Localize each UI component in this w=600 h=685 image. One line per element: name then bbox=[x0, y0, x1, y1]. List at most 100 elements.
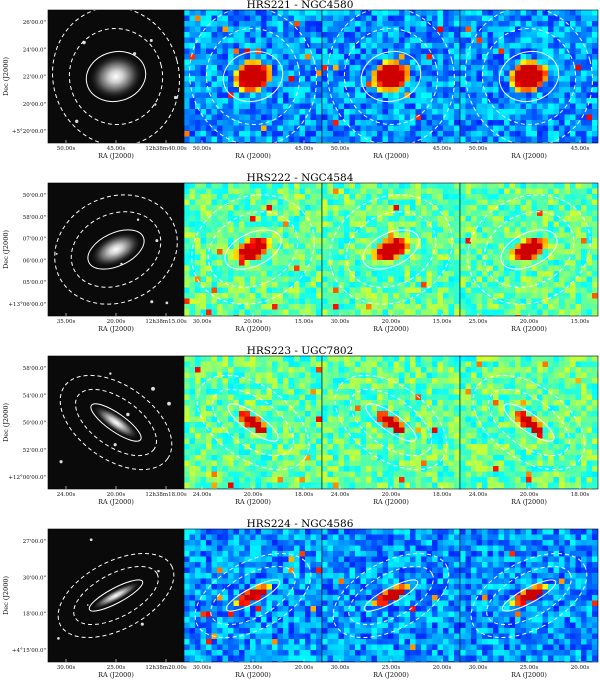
x-tick-label: 20.00s bbox=[571, 665, 590, 671]
outer-background-annulus bbox=[334, 374, 448, 471]
star bbox=[157, 569, 160, 573]
aperture-ellipse bbox=[362, 229, 420, 270]
star bbox=[113, 443, 117, 447]
star bbox=[140, 622, 144, 626]
x-tick-label: 24.00s bbox=[57, 492, 76, 498]
optical-image-panel: 30.00s 25.00s 12h38m20.00s RA (J2000) bbox=[47, 528, 187, 679]
inner-background-annulus bbox=[343, 27, 439, 126]
x-axis-label: RA (J2000) bbox=[373, 671, 409, 679]
inner-background-annulus bbox=[207, 211, 299, 288]
star bbox=[55, 252, 58, 255]
x-tick-label: 15.00s bbox=[571, 319, 590, 325]
y-tick-label: 58'00.0" bbox=[23, 215, 46, 221]
x-tick-label: 15.00s bbox=[295, 319, 314, 325]
flux-map-panel: 50.00s 45.00s RA (J2000) bbox=[321, 9, 461, 160]
flux-map-panel: 30.00s 25.00s 20.00s RA (J2000) bbox=[321, 528, 461, 679]
aperture-ellipse bbox=[225, 579, 281, 612]
x-tick-label: 20.00s bbox=[520, 319, 539, 325]
star bbox=[89, 538, 93, 542]
x-tick-label: 30.00s bbox=[469, 665, 488, 671]
x-tick-label: 30.00s bbox=[193, 319, 212, 325]
x-tick-label: 25.00s bbox=[469, 319, 488, 325]
panel-row-title: HRS223 - UGC7802 bbox=[247, 345, 354, 357]
inner-background-annulus bbox=[350, 388, 432, 457]
flux-map-panel: 30.00s 20.00s 15.00s RA (J2000) bbox=[321, 182, 461, 333]
star bbox=[59, 460, 63, 464]
star bbox=[126, 412, 130, 417]
x-axis-label: RA (J2000) bbox=[235, 152, 271, 160]
x-tick-label: 45.00s bbox=[295, 146, 314, 152]
x-tick-label: 20.00s bbox=[244, 492, 263, 498]
optical-image-panel: 24.00s 20.00s 12h38m18.00s RA (J2000) bbox=[47, 355, 187, 506]
star bbox=[150, 300, 154, 304]
inner-background-annulus bbox=[75, 388, 157, 457]
star bbox=[86, 604, 89, 606]
x-axis-label: RA (J2000) bbox=[511, 325, 547, 333]
y-axis-label: Dec (J2000) bbox=[2, 576, 10, 615]
y-tick-label: 30'00.0" bbox=[23, 575, 46, 581]
x-axis-label: RA (J2000) bbox=[511, 671, 547, 679]
x-tick-label: 15.00s bbox=[433, 319, 452, 325]
outer-background-annulus bbox=[54, 194, 178, 305]
y-tick-label: 24'00.0" bbox=[23, 47, 46, 53]
inner-background-annulus bbox=[488, 388, 570, 457]
y-tick-label: 50'00.0" bbox=[23, 421, 46, 427]
x-tick-label: 50.00s bbox=[57, 146, 76, 152]
x-axis-label: RA (J2000) bbox=[235, 325, 271, 333]
flux-map-panel: 50.00s 45.00s RA (J2000) bbox=[183, 9, 323, 160]
flux-map-panel: 24.00s 20.00s 18.00s RA (J2000) bbox=[321, 355, 461, 506]
outer-background-annulus bbox=[196, 374, 310, 471]
aperture-ellipse bbox=[224, 229, 282, 270]
aperture-ellipse bbox=[365, 403, 417, 442]
optical-image-panel: 50.00s 45.00s 12h38m40.00s RA (J2000) bbox=[47, 9, 187, 160]
y-tick-label: 58'00.0" bbox=[23, 366, 46, 372]
aperture-ellipse bbox=[88, 579, 144, 612]
x-tick-label: 25.00s bbox=[107, 665, 126, 671]
x-tick-label: 18.00s bbox=[433, 492, 452, 498]
x-tick-label: 12h38m20.00s bbox=[145, 665, 187, 671]
x-tick-label: 12h38m18.00s bbox=[145, 492, 187, 498]
galaxy-light bbox=[92, 405, 140, 440]
star bbox=[173, 95, 178, 100]
aperture-ellipse bbox=[498, 51, 560, 102]
y-tick-label: 18'00.0" bbox=[23, 612, 46, 618]
x-tick-label: 24.00s bbox=[331, 492, 350, 498]
outer-background-annulus bbox=[465, 10, 593, 143]
x-tick-label: 25.00s bbox=[520, 665, 539, 671]
aperture-ellipse bbox=[87, 229, 145, 270]
star bbox=[109, 372, 112, 375]
panel-row-title: HRS224 - NGC4586 bbox=[247, 518, 354, 530]
x-tick-label: 20.00s bbox=[244, 319, 263, 325]
y-tick-label: 07'00.0" bbox=[23, 237, 46, 243]
star bbox=[155, 239, 159, 243]
x-axis-label: RA (J2000) bbox=[373, 498, 409, 506]
inner-background-annulus bbox=[483, 211, 575, 288]
x-tick-label: 24.00s bbox=[469, 492, 488, 498]
x-tick-label: 20.00s bbox=[107, 319, 126, 325]
x-axis-label: RA (J2000) bbox=[98, 325, 134, 333]
aperture-ellipse bbox=[503, 403, 555, 442]
panel-frame bbox=[459, 9, 599, 144]
star bbox=[149, 38, 153, 42]
x-axis-label: RA (J2000) bbox=[373, 325, 409, 333]
outer-background-annulus bbox=[329, 194, 453, 305]
flux-map-panel: 50.00s 45.00s RA (J2000) bbox=[459, 9, 599, 160]
outer-background-annulus bbox=[194, 553, 312, 638]
x-tick-label: 18.00s bbox=[295, 492, 314, 498]
x-tick-label: 24.00s bbox=[193, 492, 212, 498]
x-tick-label: 50.00s bbox=[331, 146, 350, 152]
optical-image-panel: 35.00s 20.00s 12h38m15.00s RA (J2000) bbox=[47, 182, 187, 333]
x-tick-label: 30.00s bbox=[57, 665, 76, 671]
x-tick-label: 35.00s bbox=[57, 319, 76, 325]
y-tick-label: 06'00.0" bbox=[23, 258, 46, 264]
outer-background-annulus bbox=[189, 10, 317, 143]
x-tick-label: 45.00s bbox=[107, 146, 126, 152]
inner-background-annulus bbox=[210, 565, 296, 626]
x-tick-label: 50.00s bbox=[469, 146, 488, 152]
y-tick-label: +4°15'00.0" bbox=[12, 648, 46, 654]
inner-background-annulus bbox=[481, 27, 577, 126]
flux-map-panel: 30.00s 20.00s 15.00s RA (J2000) bbox=[183, 182, 323, 333]
aperture-ellipse bbox=[363, 579, 419, 612]
aperture-ellipse bbox=[500, 229, 558, 270]
y-tick-label: 05'00.0" bbox=[23, 280, 46, 286]
